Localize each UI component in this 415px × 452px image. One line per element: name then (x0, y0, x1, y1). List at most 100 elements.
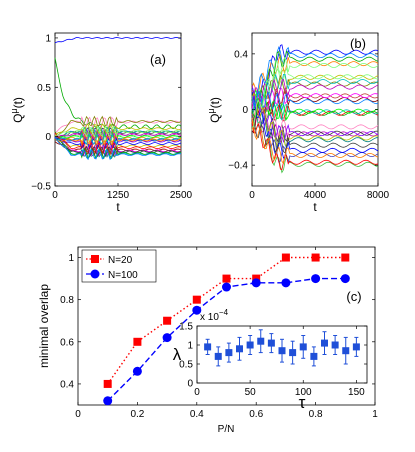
panel-a-trajectory (54, 134, 182, 146)
panel-a-trajectory (54, 128, 182, 141)
panel-b-trajectory (251, 67, 378, 111)
panel-b-trajectory (251, 101, 379, 123)
inset-ytick-label: 1 (187, 341, 193, 352)
panel-a-trajectory (54, 129, 182, 142)
panel-a-plot-area (54, 32, 182, 187)
panel-a-trajectory (54, 125, 182, 138)
panel-b-ylabel-suffix: (t) (208, 97, 222, 108)
inset-data-point (299, 343, 307, 351)
inset-data-point (342, 347, 350, 355)
inset-data-point (289, 349, 297, 357)
panel-c-ytick-label: 1 (68, 253, 74, 264)
panel-a-trajectory (54, 136, 182, 150)
inset-scale-base: x 10 (200, 312, 219, 323)
panel-a-ylabel: Qμ(t) (9, 97, 25, 123)
panel-b-trajectory (251, 86, 379, 120)
panel-a-trajectory (54, 36, 182, 44)
panel-a-ylabel-suffix: (t) (11, 97, 25, 108)
panel-a-xtick-label: 0 (52, 190, 58, 201)
panel-c-ylabel: minimal overlap (37, 284, 51, 368)
panel-b-trajectory (251, 121, 379, 171)
panel-b-xlabel: t (313, 200, 317, 214)
inset-scale-label: x 10−4 (200, 308, 229, 323)
panel-b-xtick-label: 0 (249, 190, 255, 201)
data-point-n100 (162, 333, 172, 343)
data-point-n20 (311, 253, 320, 262)
legend-marker-n20 (91, 255, 99, 263)
inset-data-point (225, 349, 233, 357)
panel-b-ylabel-sup: μ (206, 108, 216, 113)
panel-b-trajectory (251, 87, 379, 117)
inset-data-point (352, 343, 360, 351)
panel-a-ytick-label: 0.5 (37, 83, 51, 94)
panel-a-xtick-label: 2500 (170, 190, 193, 201)
inset-data-point (331, 341, 339, 349)
panel-b-xtick-label: 4000 (304, 190, 327, 201)
panel-a-ticks: 0 1250 2500−0.500.51 (31, 33, 193, 201)
panel-a-trajectory (54, 134, 182, 148)
panel-b-ylabel-main: Q (208, 114, 222, 123)
panel-a-xlabel: t (116, 200, 120, 214)
panel-b-trajectory (251, 88, 379, 121)
legend-label-n20: N=20 (108, 255, 133, 266)
inset-ytick-label: 0.5 (179, 360, 193, 371)
panel-b-label: (b) (350, 36, 366, 51)
panel-a-trajectory (54, 133, 182, 146)
panel-a-trajectory (54, 115, 182, 140)
panel-b-trajectory (251, 56, 379, 128)
legend: N=20 N=100 (81, 249, 157, 283)
panel-b-trajectory (251, 118, 379, 165)
inset-chart: 0 50 100 150 0 0.5 1 1.5 x 10−4 τ λ (173, 308, 368, 412)
panel-b-trajectory (251, 44, 379, 116)
inset-data-point (257, 337, 265, 345)
panel-b-trajectory (251, 92, 379, 148)
panel-c-series-group (103, 253, 350, 406)
data-point-n100 (192, 305, 202, 315)
data-point-n20 (103, 379, 112, 388)
inset-data-point (321, 339, 328, 347)
panel-b-xtick-label: 8000 (367, 190, 390, 201)
panel-c-xtick-label: 0.2 (130, 409, 144, 420)
panel-a-ylabel-main: Q (11, 114, 25, 123)
panel-a-trajectory (54, 132, 182, 154)
panel-c-ytick-label: 0.8 (60, 295, 74, 306)
panel-c-chart: 0 0.2 0.4 0.6 0.8 1 0.4 0.6 0.8 1 (c) P/N minimal… (37, 246, 378, 435)
panel-c-ytick-label: 0.6 (60, 337, 74, 348)
panel-c-xlabel: P/N (218, 424, 235, 435)
panel-a-trajectory (54, 131, 182, 160)
panel-a-ylabel-sup: μ (9, 108, 19, 113)
inset-data-point (214, 352, 222, 360)
inset-data-point (310, 352, 318, 360)
panel-a-xtick-label: 1250 (107, 190, 130, 201)
data-point-n100 (340, 274, 350, 284)
panel-c-xtick-label: 0 (75, 409, 81, 420)
panel-a-trajectory (54, 138, 182, 158)
data-point-n20 (341, 253, 350, 262)
panel-b-ytick-label: 0 (242, 105, 248, 116)
inset-ytick-label: 1.5 (179, 322, 193, 333)
data-point-n100 (311, 274, 321, 284)
panel-a-trajectory (54, 125, 181, 139)
inset-data-point (204, 343, 212, 351)
inset-ticks: 0 50 100 150 0 0.5 1 1.5 (179, 322, 367, 398)
panel-b-series-group (251, 44, 379, 174)
panel-b-trajectory (251, 108, 379, 174)
inset-data-point (278, 347, 286, 355)
panel-c-label: (c) (346, 289, 361, 304)
data-point-n100 (281, 278, 291, 288)
panel-a-label: (a) (150, 52, 166, 67)
inset-scale-exponent: −4 (219, 308, 229, 317)
panel-b-ytick-label: −0.4 (228, 161, 248, 172)
inset-ytick-label: 0 (187, 379, 193, 390)
panel-b-ytick-label: 0.4 (234, 49, 248, 60)
panel-b-ylabel: Qμ(t) (206, 97, 222, 123)
inset-xtick-label: 50 (245, 387, 257, 398)
data-point-n20 (192, 295, 201, 304)
data-point-n100 (132, 366, 142, 376)
panel-a-series-group (54, 36, 182, 161)
panel-b-chart: 0 4000 8000 −0.4 0 0.4 (b) t Qμ(t) (206, 32, 390, 214)
inset-data-point (236, 345, 243, 353)
panel-a-trajectory (54, 134, 182, 152)
panel-a-trajectory (54, 122, 182, 136)
